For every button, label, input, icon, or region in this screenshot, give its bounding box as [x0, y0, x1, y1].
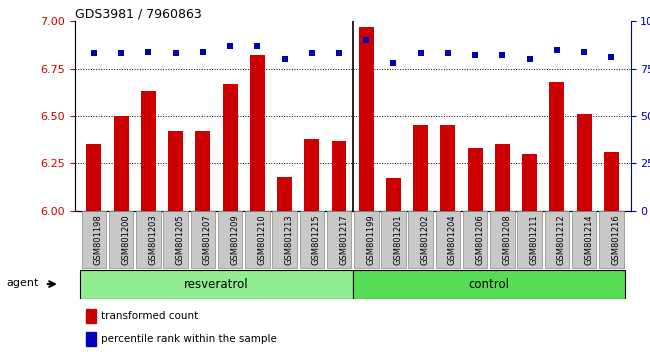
- Text: GSM801204: GSM801204: [448, 215, 457, 265]
- Bar: [577, 114, 592, 211]
- Bar: [141, 91, 156, 211]
- Point: [88, 51, 99, 56]
- Point: [552, 47, 562, 52]
- FancyBboxPatch shape: [327, 211, 351, 268]
- Point: [225, 43, 235, 49]
- Text: control: control: [469, 278, 510, 291]
- Bar: [413, 125, 428, 211]
- Point: [415, 51, 426, 56]
- Point: [525, 56, 535, 62]
- Text: agent: agent: [6, 278, 38, 288]
- Text: GSM801203: GSM801203: [148, 215, 157, 265]
- FancyBboxPatch shape: [109, 211, 133, 268]
- Bar: [332, 141, 346, 211]
- FancyBboxPatch shape: [354, 211, 378, 268]
- Bar: [441, 125, 456, 211]
- Text: GSM801199: GSM801199: [366, 215, 375, 265]
- FancyBboxPatch shape: [572, 211, 597, 268]
- Point: [143, 49, 153, 55]
- Point: [334, 51, 345, 56]
- Text: GSM801207: GSM801207: [203, 215, 212, 265]
- Bar: [195, 131, 211, 211]
- FancyBboxPatch shape: [245, 211, 270, 268]
- FancyBboxPatch shape: [300, 211, 324, 268]
- Text: GSM801202: GSM801202: [421, 215, 430, 265]
- Point: [280, 56, 290, 62]
- Text: GSM801213: GSM801213: [285, 215, 294, 265]
- Bar: [549, 82, 564, 211]
- Point: [198, 49, 208, 55]
- Point: [579, 49, 590, 55]
- Text: GDS3981 / 7960863: GDS3981 / 7960863: [75, 7, 202, 20]
- Text: GSM801215: GSM801215: [312, 215, 320, 265]
- Bar: [304, 139, 319, 211]
- FancyBboxPatch shape: [545, 211, 569, 268]
- Point: [606, 55, 617, 60]
- Text: resveratrol: resveratrol: [184, 278, 249, 291]
- FancyBboxPatch shape: [163, 211, 188, 268]
- Text: GSM801212: GSM801212: [557, 215, 566, 265]
- Bar: [86, 309, 96, 323]
- Point: [170, 51, 181, 56]
- FancyBboxPatch shape: [190, 211, 215, 268]
- Text: GSM801201: GSM801201: [393, 215, 402, 265]
- FancyBboxPatch shape: [382, 211, 406, 268]
- Point: [307, 51, 317, 56]
- Bar: [495, 144, 510, 211]
- Point: [361, 37, 371, 43]
- Text: GSM801208: GSM801208: [502, 215, 512, 265]
- Text: GSM801206: GSM801206: [475, 215, 484, 265]
- FancyBboxPatch shape: [490, 211, 515, 268]
- Point: [443, 51, 453, 56]
- Bar: [522, 154, 537, 211]
- Text: GSM801198: GSM801198: [94, 215, 103, 265]
- Bar: [468, 148, 483, 211]
- Bar: [604, 152, 619, 211]
- Text: GSM801209: GSM801209: [230, 215, 239, 265]
- Bar: [86, 332, 96, 346]
- FancyBboxPatch shape: [517, 211, 542, 268]
- Text: GSM801210: GSM801210: [257, 215, 266, 265]
- Point: [116, 51, 126, 56]
- Bar: [168, 131, 183, 211]
- Bar: [222, 84, 237, 211]
- Text: GSM801217: GSM801217: [339, 215, 348, 265]
- Point: [252, 43, 263, 49]
- Bar: [386, 178, 401, 211]
- FancyBboxPatch shape: [272, 211, 297, 268]
- Bar: [114, 116, 129, 211]
- Point: [497, 52, 508, 58]
- FancyBboxPatch shape: [136, 211, 161, 268]
- FancyBboxPatch shape: [81, 211, 106, 268]
- Text: GSM801214: GSM801214: [584, 215, 593, 265]
- Point: [470, 52, 480, 58]
- FancyBboxPatch shape: [80, 270, 352, 298]
- FancyBboxPatch shape: [352, 270, 625, 298]
- FancyBboxPatch shape: [436, 211, 460, 268]
- Text: GSM801211: GSM801211: [530, 215, 539, 265]
- Point: [388, 60, 398, 66]
- Text: transformed count: transformed count: [101, 311, 199, 321]
- FancyBboxPatch shape: [408, 211, 433, 268]
- Bar: [86, 144, 101, 211]
- Bar: [250, 55, 265, 211]
- FancyBboxPatch shape: [218, 211, 242, 268]
- FancyBboxPatch shape: [463, 211, 488, 268]
- Bar: [277, 177, 292, 211]
- Text: GSM801216: GSM801216: [612, 215, 621, 265]
- Text: GSM801205: GSM801205: [176, 215, 185, 265]
- Text: GSM801200: GSM801200: [121, 215, 130, 265]
- FancyBboxPatch shape: [599, 211, 624, 268]
- Text: percentile rank within the sample: percentile rank within the sample: [101, 334, 278, 344]
- Bar: [359, 27, 374, 211]
